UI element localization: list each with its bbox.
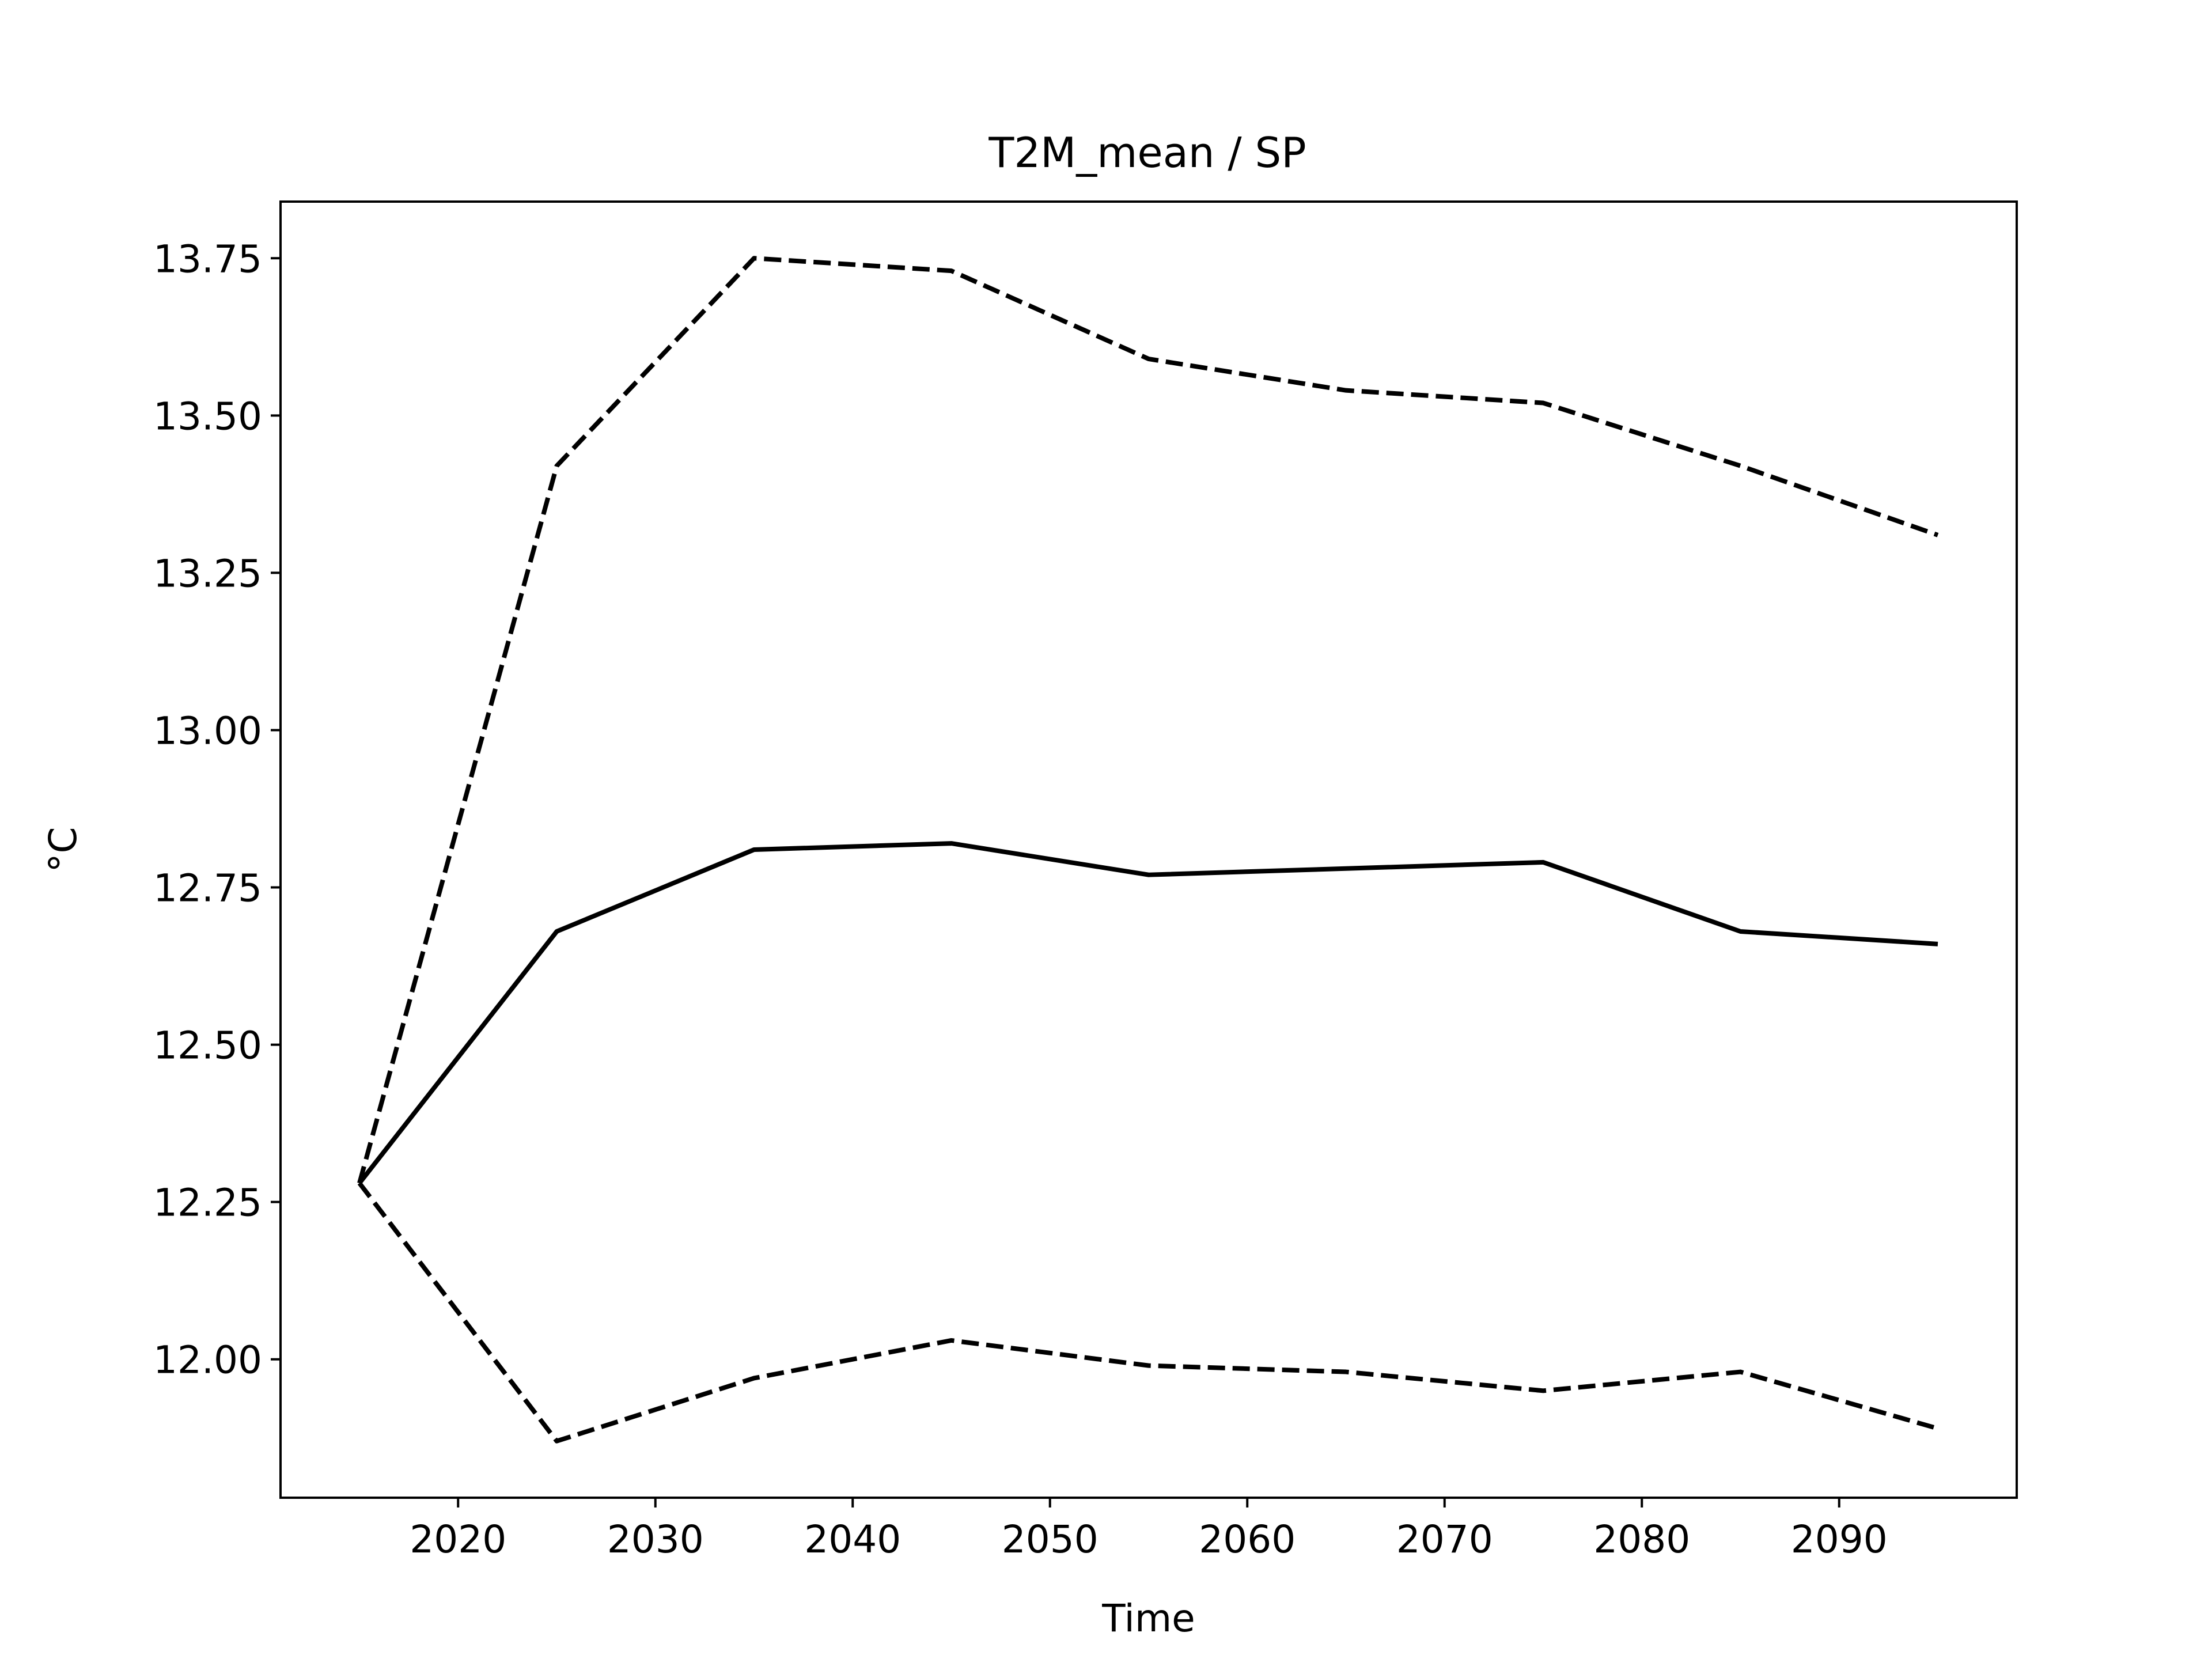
y-tick-label: 13.25 xyxy=(153,551,262,596)
y-tick-label: 12.75 xyxy=(153,866,262,911)
ticks-layer: 2020 2030 2040 2050 2060 2070 2080 2090 12.00 12.… xyxy=(153,237,1888,1562)
y-tick-label: 12.25 xyxy=(153,1181,262,1225)
x-tick-label: 2070 xyxy=(1396,1517,1493,1562)
y-tick-label: 12.50 xyxy=(153,1024,262,1068)
y-axis-label: °C xyxy=(41,827,85,872)
y-tick-label: 13.50 xyxy=(153,394,262,438)
y-tick-label: 12.00 xyxy=(153,1338,262,1382)
x-tick-label: 2060 xyxy=(1199,1517,1296,1562)
x-tick-label: 2080 xyxy=(1593,1517,1690,1562)
x-tick-label: 2050 xyxy=(1002,1517,1099,1562)
x-tick-label: 2090 xyxy=(1791,1517,1888,1562)
y-tick-label: 13.75 xyxy=(153,237,262,281)
series-line-mean xyxy=(357,841,1938,1185)
x-tick-label: 2030 xyxy=(607,1517,704,1562)
series-line-upper xyxy=(357,256,1939,1184)
series-layer xyxy=(357,256,1939,1444)
series-line-lower xyxy=(357,1181,1939,1444)
x-axis-label: Time xyxy=(1101,1596,1195,1641)
x-tick-label: 2040 xyxy=(804,1517,901,1562)
chart-title: T2M_mean / SP xyxy=(988,128,1306,177)
y-tick-label: 13.00 xyxy=(153,709,262,753)
x-tick-label: 2020 xyxy=(410,1517,506,1562)
plot-area-frame xyxy=(279,200,2018,1499)
